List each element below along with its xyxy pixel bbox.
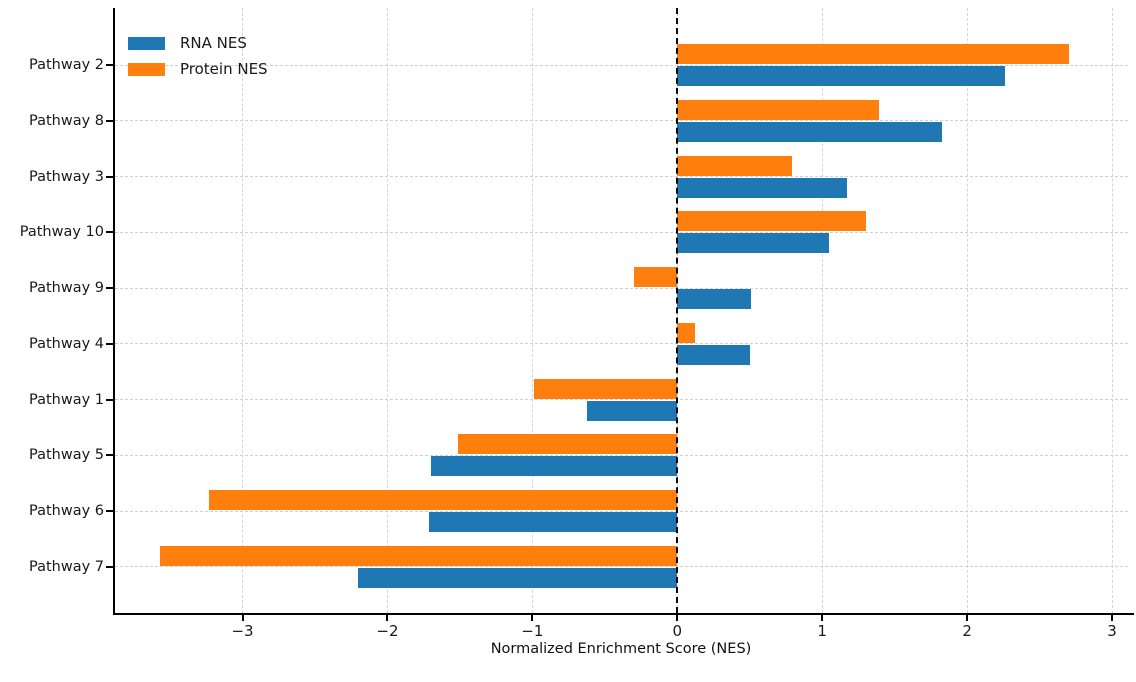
bar-rna-nes-pathway-3 <box>677 177 847 198</box>
bar-rna-nes-pathway-1 <box>587 400 678 421</box>
bar-protein-nes-pathway-2 <box>677 44 1069 64</box>
bar-rna-nes-pathway-9 <box>677 289 752 310</box>
bar-protein-nes-pathway-4 <box>677 322 695 343</box>
bar-rna-nes-pathway-10 <box>677 233 830 254</box>
bar-rna-nes-pathway-8 <box>677 121 943 142</box>
legend-label-rna-nes: RNA NES <box>180 34 247 52</box>
x-axis-tick-label: 1 <box>817 622 827 640</box>
x-tick-mark <box>531 615 534 621</box>
x-tick-mark <box>676 615 679 621</box>
bar-rna-nes-pathway-2 <box>677 66 1005 86</box>
horizontal-gridline <box>115 120 1128 122</box>
x-tick-mark <box>821 615 824 621</box>
y-axis-category-label: Pathway 10 <box>19 224 104 241</box>
vertical-gridline <box>242 8 244 613</box>
x-axis-tick-label: 0 <box>672 622 683 640</box>
bar-protein-nes-pathway-8 <box>677 99 879 120</box>
horizontal-gridline <box>115 343 1128 345</box>
zero-reference-line <box>676 8 679 613</box>
bar-protein-nes-pathway-10 <box>677 211 866 232</box>
bar-rna-nes-pathway-4 <box>677 344 750 365</box>
x-axis-bottom-spine <box>113 613 1134 615</box>
y-tick-mark <box>106 510 113 513</box>
legend-item-protein-nes: Protein NES <box>128 56 268 82</box>
x-axis-tick-label: −3 <box>231 622 254 640</box>
y-tick-mark <box>106 287 113 290</box>
x-axis-label: Normalized Enrichment Score (NES) <box>490 641 752 657</box>
bar-rna-nes-pathway-6 <box>429 512 678 533</box>
vertical-gridline <box>386 8 388 613</box>
bar-protein-nes-pathway-7 <box>159 545 678 566</box>
x-tick-mark <box>966 615 969 621</box>
y-axis-category-label: Pathway 6 <box>28 503 104 520</box>
vertical-gridline <box>1111 8 1113 613</box>
horizontal-gridline <box>115 176 1128 178</box>
y-tick-mark <box>106 342 113 345</box>
vertical-gridline <box>966 8 968 613</box>
y-tick-mark <box>106 231 113 234</box>
y-tick-mark <box>106 64 113 66</box>
horizontal-gridline <box>115 454 1128 456</box>
x-axis-tick-label: 3 <box>1107 622 1117 640</box>
x-axis-tick-label: −1 <box>521 622 544 640</box>
y-axis-category-label: Pathway 5 <box>28 447 104 464</box>
y-axis-category-label: Pathway 3 <box>28 168 104 185</box>
horizontal-gridline <box>115 287 1128 289</box>
bar-protein-nes-pathway-9 <box>633 267 678 288</box>
x-axis-tick-label: −2 <box>376 622 399 640</box>
y-tick-mark <box>106 119 113 122</box>
bar-protein-nes-pathway-6 <box>209 490 678 511</box>
horizontal-gridline <box>115 399 1128 401</box>
y-axis-category-label: Pathway 2 <box>28 57 104 73</box>
y-axis-left-spine <box>113 8 115 613</box>
bar-rna-nes-pathway-5 <box>430 456 678 477</box>
legend-label-protein-nes: Protein NES <box>180 60 268 78</box>
bar-rna-nes-pathway-7 <box>358 567 678 588</box>
x-tick-mark <box>241 615 244 621</box>
y-tick-mark <box>106 565 113 568</box>
bar-protein-nes-pathway-3 <box>677 155 792 176</box>
vertical-gridline <box>531 8 533 613</box>
x-axis-tick-label: 2 <box>962 622 972 640</box>
y-tick-mark <box>106 398 113 401</box>
horizontal-gridline <box>115 566 1128 568</box>
y-tick-mark <box>106 175 113 178</box>
y-axis-category-label: Pathway 4 <box>28 335 104 352</box>
bar-protein-nes-pathway-1 <box>533 378 678 399</box>
vertical-gridline <box>821 8 823 613</box>
y-tick-mark <box>106 454 113 457</box>
y-axis-category-label: Pathway 8 <box>28 112 104 129</box>
y-axis-category-label: Pathway 1 <box>28 391 104 408</box>
x-tick-mark <box>1111 615 1114 621</box>
legend-item-rna-nes: RNA NES <box>128 30 268 56</box>
chart-legend: RNA NES Protein NES <box>128 30 268 82</box>
bar-protein-nes-pathway-5 <box>458 434 678 455</box>
y-axis-category-label: Pathway 7 <box>28 558 104 575</box>
legend-swatch-rna-nes-icon <box>128 36 165 50</box>
x-tick-mark <box>386 615 389 621</box>
legend-swatch-protein-nes-icon <box>128 62 165 76</box>
horizontal-gridline <box>115 231 1128 233</box>
y-axis-category-label: Pathway 9 <box>28 280 104 297</box>
horizontal-gridline <box>115 64 1128 66</box>
horizontal-gridline <box>115 510 1128 512</box>
